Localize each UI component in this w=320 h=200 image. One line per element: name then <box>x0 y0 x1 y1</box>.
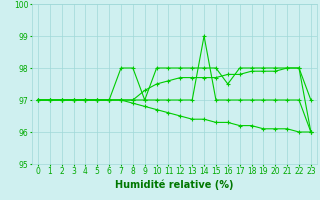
X-axis label: Humidité relative (%): Humidité relative (%) <box>115 179 234 190</box>
